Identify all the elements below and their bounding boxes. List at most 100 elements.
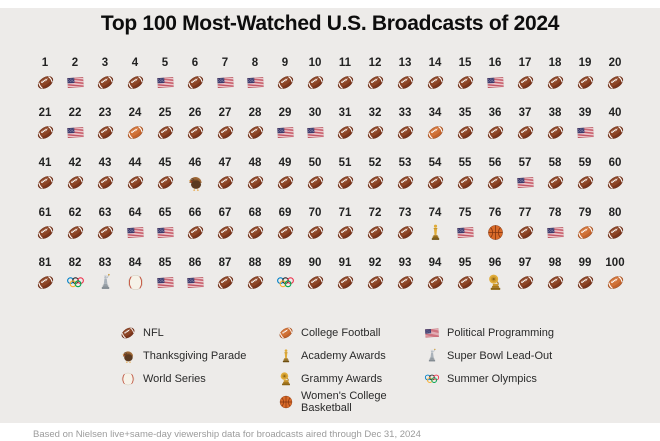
- grid-cell: 47: [210, 156, 240, 206]
- grid-cell: 56: [480, 156, 510, 206]
- rank-number: 99: [578, 257, 592, 269]
- rank-number: 43: [98, 157, 112, 169]
- nfl-icon: [366, 273, 385, 292]
- flag-icon: [126, 223, 145, 242]
- rank-number: 47: [218, 157, 232, 169]
- grid-cell: 77: [510, 206, 540, 256]
- grid-cell: 35: [450, 106, 480, 156]
- rank-number: 59: [578, 157, 592, 169]
- legend-label: Summer Olympics: [447, 372, 537, 385]
- nfl-icon: [36, 273, 55, 292]
- nfl-icon: [186, 73, 205, 92]
- grid-cell: 17: [510, 56, 540, 106]
- rank-number: 63: [98, 207, 112, 219]
- nfl-icon: [576, 73, 595, 92]
- grid-cell: 11: [330, 56, 360, 106]
- nfl-icon: [456, 173, 475, 192]
- rank-number: 28: [248, 107, 262, 119]
- grid-cell: 87: [210, 256, 240, 306]
- chart-title: Top 100 Most-Watched U.S. Broadcasts of …: [100, 12, 560, 35]
- flag-icon: [66, 73, 85, 92]
- rank-number: 15: [458, 57, 472, 69]
- rank-number: 88: [248, 257, 262, 269]
- rank-number: 31: [338, 107, 352, 119]
- nfl-icon: [306, 223, 325, 242]
- grid-cell: 25: [150, 106, 180, 156]
- rank-number: 23: [98, 107, 112, 119]
- cfb-icon: [576, 223, 595, 242]
- grid-cell: 64: [120, 206, 150, 256]
- rank-number: 75: [458, 207, 472, 219]
- nfl-icon: [276, 173, 295, 192]
- grid-cell: 48: [240, 156, 270, 206]
- source-caption: Based on Nielsen live+same-day viewershi…: [33, 429, 421, 440]
- nfl-icon: [246, 123, 265, 142]
- rank-number: 72: [368, 207, 382, 219]
- flag-icon: [156, 273, 175, 292]
- grid-cell: 46: [180, 156, 210, 206]
- grid-cell: 36: [480, 106, 510, 156]
- grid-cell: 75: [450, 206, 480, 256]
- nfl-icon: [456, 273, 475, 292]
- grid-cell: 34: [420, 106, 450, 156]
- rank-number: 60: [608, 157, 622, 169]
- flag-icon: [156, 223, 175, 242]
- rank-number: 38: [548, 107, 562, 119]
- nfl-icon: [156, 123, 175, 142]
- nfl-icon: [366, 173, 385, 192]
- grid-cell: 57: [510, 156, 540, 206]
- rank-number: 82: [68, 257, 82, 269]
- nfl-icon: [186, 223, 205, 242]
- nfl-icon: [96, 173, 115, 192]
- nfl-icon: [126, 173, 145, 192]
- nfl-football-icon: [120, 325, 136, 341]
- rank-number: 50: [308, 157, 322, 169]
- grid-cell: 39: [570, 106, 600, 156]
- nfl-icon: [396, 273, 415, 292]
- rank-number: 77: [518, 207, 532, 219]
- rank-number: 25: [158, 107, 172, 119]
- rank-number: 37: [518, 107, 532, 119]
- rank-number: 17: [518, 57, 532, 69]
- grid-cell: 72: [360, 206, 390, 256]
- rank-number: 93: [398, 257, 412, 269]
- rank-number: 64: [128, 207, 142, 219]
- nfl-icon: [426, 173, 445, 192]
- rank-number: 34: [428, 107, 442, 119]
- grid-cell: 15: [450, 56, 480, 106]
- nfl-icon: [366, 223, 385, 242]
- rank-number: 41: [38, 157, 52, 169]
- rank-number: 69: [278, 207, 292, 219]
- grid-cell: 73: [390, 206, 420, 256]
- rank-number: 6: [191, 57, 199, 69]
- nfl-icon: [216, 223, 235, 242]
- nfl-icon: [246, 273, 265, 292]
- rank-number: 35: [458, 107, 472, 119]
- rank-number: 55: [458, 157, 472, 169]
- oscar-icon: [426, 223, 445, 242]
- rank-number: 61: [38, 207, 52, 219]
- nfl-icon: [96, 223, 115, 242]
- rank-number: 49: [278, 157, 292, 169]
- rank-number: 46: [188, 157, 202, 169]
- grid-cell: 93: [390, 256, 420, 306]
- legend-label: Super Bowl Lead-Out: [447, 349, 553, 362]
- rank-number: 10: [308, 57, 322, 69]
- cfb-icon: [606, 273, 625, 292]
- rank-number: 92: [368, 257, 382, 269]
- college-football-icon: [278, 325, 294, 341]
- legend-item-academy-awards: Academy Awards: [278, 344, 424, 367]
- grid-cell: 97: [510, 256, 540, 306]
- grid-cell: 78: [540, 206, 570, 256]
- grid-cell: 27: [210, 106, 240, 156]
- nfl-icon: [456, 123, 475, 142]
- nfl-icon: [336, 173, 355, 192]
- nfl-icon: [36, 173, 55, 192]
- rank-number: 11: [338, 57, 352, 69]
- legend-column-1: NFL Thanksgiving Parade World Series: [120, 321, 278, 390]
- grid-cell: 18: [540, 56, 570, 106]
- grid-cell: 43: [90, 156, 120, 206]
- us-flag-icon: [424, 325, 440, 341]
- rank-number: 30: [308, 107, 322, 119]
- legend-item-college-football: College Football: [278, 321, 424, 344]
